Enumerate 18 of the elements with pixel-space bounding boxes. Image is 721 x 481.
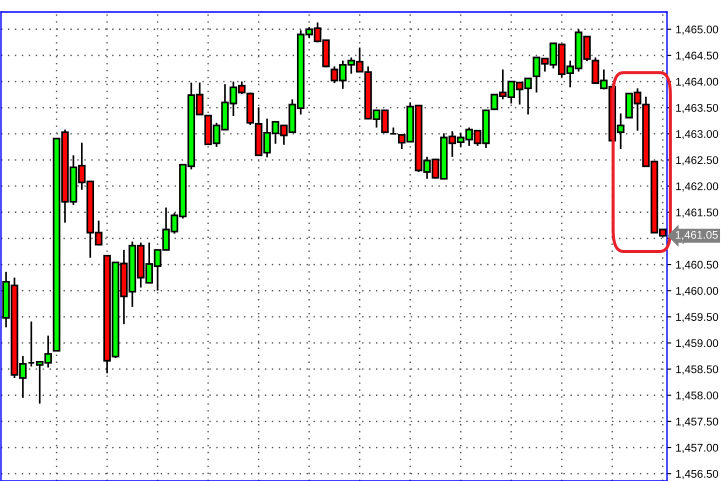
y-tick-label: 1,457.00 — [676, 444, 718, 453]
y-tick-label: 1,463.00 — [676, 130, 718, 140]
y-tick-label: 1,459.50 — [676, 313, 718, 322]
text: 1,461.05 — [676, 230, 718, 240]
y-tick-label: 1,462.00 — [676, 182, 718, 192]
y-tick-label: 1,458.00 — [676, 392, 718, 401]
y-tick-label: 1,457.50 — [676, 418, 718, 427]
y-tick-label: 1,464.00 — [676, 78, 718, 87]
y-tick-label: 1,463.50 — [676, 104, 718, 114]
y-tick-label: 1,459.00 — [676, 339, 718, 348]
y-tick-label: 1,461.50 — [676, 208, 718, 218]
y-tick-label: 1,460.50 — [676, 260, 718, 270]
y-tick-label: 1,460.00 — [676, 286, 718, 296]
y-tick-label: 1,465.00 — [676, 26, 718, 35]
y-tick-label: 1,458.50 — [676, 365, 718, 375]
y-tick-label: 1,464.50 — [676, 52, 718, 61]
y-tick-label: 1,456.50 — [676, 470, 718, 480]
y-tick-label: 1,462.50 — [676, 156, 718, 166]
